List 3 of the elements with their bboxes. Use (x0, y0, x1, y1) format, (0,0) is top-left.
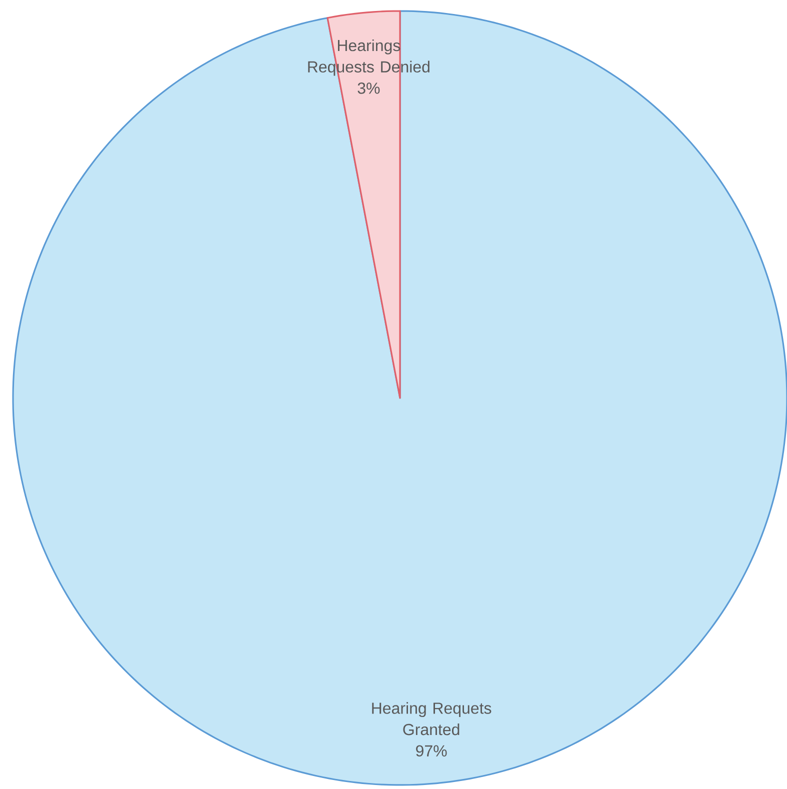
data-label: 97% (416, 745, 447, 757)
data-label: 3% (358, 82, 380, 94)
slice-label: Hearing Requets Granted (372, 702, 492, 736)
